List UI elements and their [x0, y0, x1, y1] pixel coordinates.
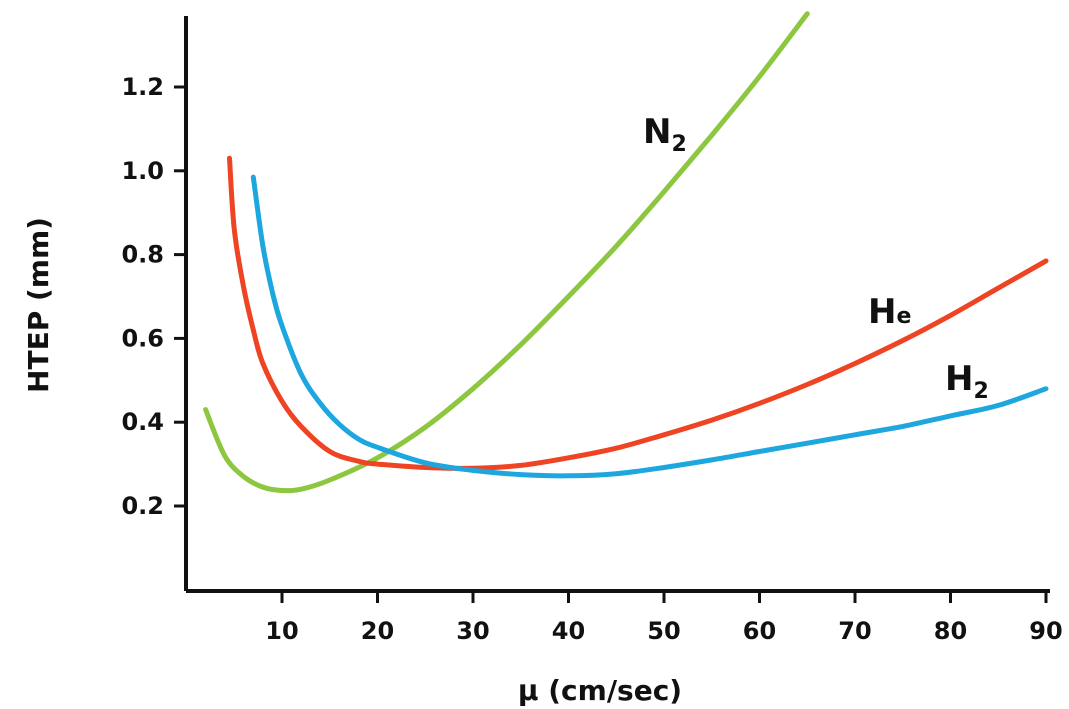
- series-line-h2: [250, 174, 1049, 479]
- y-tick-label: 1.0: [121, 157, 164, 185]
- x-ticks: 10 20 30 40 50 60 70 80 90: [265, 591, 1063, 645]
- y-tick-label: 1.2: [121, 73, 164, 101]
- x-tick-label: 10: [265, 617, 298, 645]
- x-tick-label: 50: [647, 617, 680, 645]
- series-label-he: He: [868, 292, 911, 332]
- x-tick-label: 90: [1029, 617, 1062, 645]
- series-lines: [203, 11, 1049, 494]
- y-tick-label: 0.6: [121, 324, 164, 352]
- series-label-n2: N2: [643, 112, 687, 157]
- y-tick-label: 0.8: [121, 241, 164, 269]
- y-tick-label: 0.2: [121, 492, 164, 520]
- x-tick-label: 30: [456, 617, 489, 645]
- x-tick-label: 20: [361, 617, 394, 645]
- y-axis-title: HTEP (mm): [22, 217, 55, 393]
- axes: [184, 16, 1050, 593]
- series-label-h2: H2: [945, 359, 989, 404]
- x-tick-label: 60: [743, 617, 776, 645]
- series-labels: N2 He H2: [643, 112, 989, 404]
- x-tick-label: 80: [934, 617, 967, 645]
- y-ticks: 0.2 0.4 0.6 0.8 1.0 1.2: [121, 73, 186, 520]
- x-tick-label: 40: [552, 617, 585, 645]
- series-line-he: [227, 155, 1049, 471]
- series-line-n2: [203, 11, 810, 494]
- x-axis-title: μ (cm/sec): [518, 674, 682, 707]
- x-tick-label: 70: [838, 617, 871, 645]
- y-tick-label: 0.4: [121, 408, 164, 436]
